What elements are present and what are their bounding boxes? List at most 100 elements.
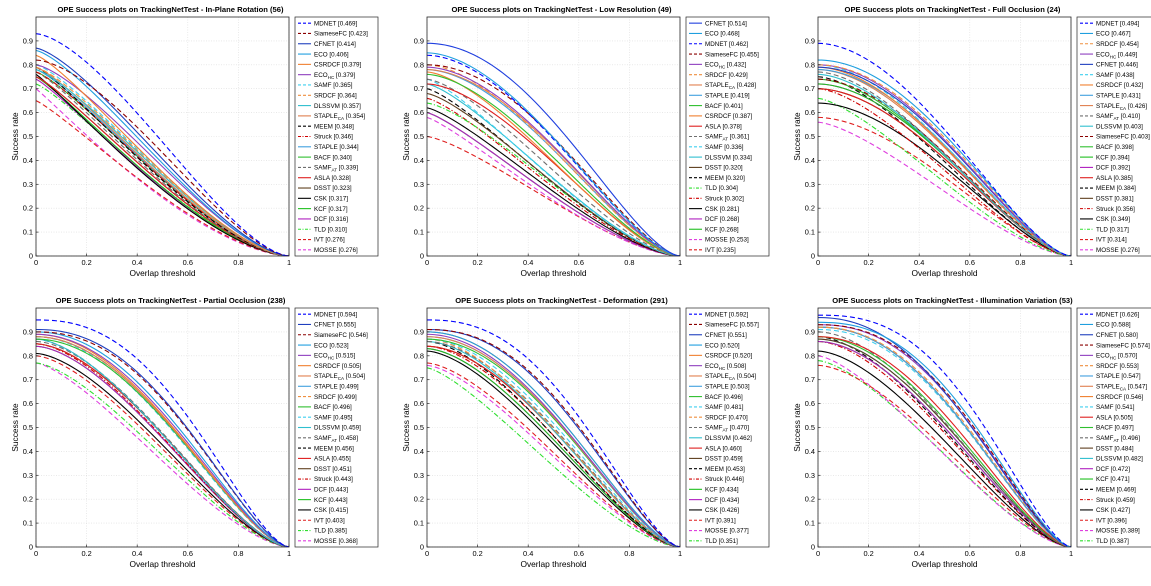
legend-item: MDNET [0.469] bbox=[298, 20, 358, 27]
legend-label: DCF [0.472] bbox=[1096, 466, 1130, 473]
series-line-cfnet bbox=[36, 47, 289, 256]
x-tick-label: 0 bbox=[816, 258, 820, 267]
y-tick-label: 0.4 bbox=[23, 447, 33, 456]
legend-label: STAPLECA [0.504] bbox=[705, 373, 756, 381]
series-lines bbox=[818, 314, 1071, 547]
series-line-samf-at bbox=[427, 78, 680, 256]
y-tick-label: 0.1 bbox=[414, 228, 424, 237]
legend-label: CFNET [0.514] bbox=[705, 20, 747, 27]
legend-item: DCF [0.434] bbox=[689, 497, 739, 504]
legend-item: MOSSE [0.389] bbox=[1080, 528, 1140, 535]
legend-label: STAPLE [0.499] bbox=[314, 383, 359, 390]
legend-item: MDNET [0.626] bbox=[1080, 311, 1140, 318]
legend-label: BACF [0.496] bbox=[705, 394, 743, 401]
x-tick-label: 0.8 bbox=[233, 549, 243, 558]
y-tick-label: 0.6 bbox=[414, 399, 424, 408]
chart-title: OPE Success plots on TrackingNetTest - I… bbox=[832, 296, 1073, 305]
legend-label: MOSSE [0.253] bbox=[705, 237, 749, 244]
legend-item: MOSSE [0.368] bbox=[298, 538, 358, 545]
y-tick-label: 0.8 bbox=[805, 60, 815, 69]
y-tick-label: 0.1 bbox=[23, 519, 33, 528]
legend-item: STAPLE [0.431] bbox=[1080, 92, 1141, 99]
y-tick-label: 0.8 bbox=[23, 60, 33, 69]
series-line-mosse bbox=[36, 88, 289, 256]
legend-label: KCF [0.443] bbox=[314, 497, 348, 504]
legend-item: SiameseFC [0.423] bbox=[298, 31, 368, 38]
legend-item: SAMFAT [0.339] bbox=[298, 165, 358, 173]
legend-item: STAPLE [0.499] bbox=[298, 383, 359, 390]
y-tick-label: 0.2 bbox=[805, 204, 815, 213]
legend-label: STAPLECA [0.428] bbox=[705, 82, 756, 90]
legend-label: STAPLE [0.431] bbox=[1096, 92, 1141, 99]
series-line-kcf bbox=[36, 76, 289, 256]
legend-label: SiameseFC [0.546] bbox=[314, 332, 368, 339]
legend-item: STAPLE [0.344] bbox=[298, 144, 359, 151]
legend-item: CSK [0.426] bbox=[689, 507, 739, 514]
series-lines bbox=[36, 33, 289, 256]
x-tick-label: 1 bbox=[1069, 258, 1073, 267]
legend-label: ECOHC [0.432] bbox=[705, 62, 747, 70]
series-line-csrdcf bbox=[36, 54, 289, 256]
legend-label: ASLA [0.455] bbox=[314, 456, 351, 463]
series-line-meem bbox=[427, 88, 680, 256]
legend-item: MEEM [0.469] bbox=[1080, 487, 1136, 494]
series-line-mosse bbox=[36, 362, 289, 547]
series-line-mdnet bbox=[36, 33, 289, 256]
legend-item: TLD [0.304] bbox=[689, 185, 738, 192]
legend-item: BACF [0.496] bbox=[298, 404, 352, 411]
y-tick-label: 0.4 bbox=[23, 156, 33, 165]
legend-label: DLSSVM [0.482] bbox=[1096, 456, 1143, 463]
legend-item: ECO [0.520] bbox=[689, 342, 740, 349]
legend-label: KCF [0.317] bbox=[314, 206, 348, 213]
legend-item: CSK [0.317] bbox=[298, 196, 348, 203]
legend-item: ECO [0.468] bbox=[689, 31, 740, 38]
legend-item: SAMFAT [0.470] bbox=[689, 425, 749, 433]
legend-label: DSST [0.323] bbox=[314, 185, 352, 192]
series-line-eco-hc bbox=[427, 333, 680, 547]
legend-label: DSST [0.484] bbox=[1096, 445, 1134, 452]
legend-item: BACF [0.398] bbox=[1080, 144, 1134, 151]
legend-label: KCF [0.434] bbox=[705, 487, 739, 494]
chart-panel-2: OPE Success plots on TrackingNetTest - L… bbox=[401, 5, 770, 278]
legend-label: DSST [0.381] bbox=[1096, 196, 1134, 203]
legend-item: DCF [0.392] bbox=[1080, 165, 1130, 172]
legend-label: STAPLECA [0.504] bbox=[314, 373, 365, 381]
legend-label: MEEM [0.456] bbox=[314, 445, 354, 452]
y-tick-label: 0.8 bbox=[414, 351, 424, 360]
legend-label: DCF [0.443] bbox=[314, 487, 348, 494]
legend-box bbox=[1076, 16, 1151, 257]
legend-item: MOSSE [0.253] bbox=[689, 237, 749, 244]
y-tick-label: 0.5 bbox=[23, 132, 33, 141]
legend-label: SAMFAT [0.496] bbox=[1096, 435, 1140, 443]
series-line-samf bbox=[427, 78, 680, 256]
legend-item: CSRDCF [0.379] bbox=[298, 62, 361, 69]
legend-label: ECOHC [0.515] bbox=[314, 353, 356, 361]
y-tick-label: 0.1 bbox=[414, 519, 424, 528]
legend-item: IVT [0.276] bbox=[298, 237, 345, 244]
y-tick-label: 0.9 bbox=[805, 36, 815, 45]
y-tick-label: 0.5 bbox=[805, 423, 815, 432]
legend-item: SRDCF [0.470] bbox=[689, 414, 748, 421]
series-line-csk bbox=[427, 350, 680, 547]
legend-label: ASLA [0.378] bbox=[705, 123, 742, 130]
legend-item: BACF [0.497] bbox=[1080, 425, 1134, 432]
x-tick-label: 0 bbox=[34, 549, 38, 558]
x-tick-label: 0.6 bbox=[183, 549, 193, 558]
legend-item: STAPLECA [0.504] bbox=[298, 373, 365, 381]
y-tick-label: 0 bbox=[811, 252, 815, 261]
legend-label: STAPLECA [0.547] bbox=[1096, 383, 1147, 391]
series-lines bbox=[818, 42, 1071, 256]
legend-label: DSST [0.451] bbox=[314, 466, 352, 473]
legend-item: KCF [0.443] bbox=[298, 497, 348, 504]
legend-label: KCF [0.268] bbox=[705, 226, 739, 233]
legend-item: STAPLE [0.503] bbox=[689, 383, 750, 390]
legend-label: BACF [0.401] bbox=[705, 103, 743, 110]
legend: MDNET [0.626] ECO [0.588] CFNET [0.580] Sia… bbox=[1076, 307, 1151, 548]
series-line-bacf bbox=[818, 336, 1071, 547]
x-tick-label: 0.4 bbox=[132, 549, 142, 558]
legend-label: SAMF [0.336] bbox=[705, 144, 744, 151]
legend-label: DCF [0.316] bbox=[314, 216, 348, 223]
legend-item: CSRDCF [0.432] bbox=[1080, 82, 1143, 89]
